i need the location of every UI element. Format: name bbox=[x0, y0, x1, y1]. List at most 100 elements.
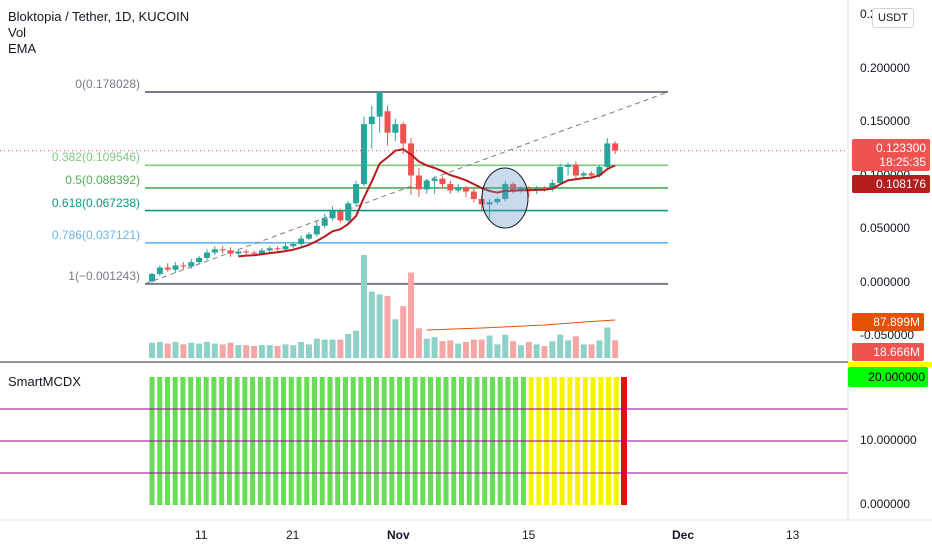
volume-bar bbox=[172, 341, 179, 358]
volume-bar bbox=[392, 319, 399, 358]
candle-body bbox=[243, 251, 250, 253]
volume-bar bbox=[329, 339, 336, 358]
fib-level-label: 0(0.178028) bbox=[75, 77, 140, 91]
fib-level-label: 0.5(0.088392) bbox=[65, 172, 140, 187]
candle-body bbox=[580, 173, 587, 176]
price-axis-tick: 0.000000 bbox=[860, 274, 911, 289]
volume-bar bbox=[431, 337, 438, 358]
candle-body bbox=[329, 210, 336, 219]
countdown-value: 18:25:35 bbox=[879, 155, 926, 169]
volume-bar bbox=[408, 272, 415, 358]
indicator-value-tag: 20.000000 bbox=[848, 367, 928, 387]
vol-value-tag: 18.666M bbox=[852, 343, 924, 361]
volume-bar bbox=[149, 342, 155, 358]
candle-body bbox=[180, 265, 187, 267]
candle-body bbox=[415, 175, 422, 190]
volume-bar bbox=[541, 345, 548, 358]
time-axis-tick: 13 bbox=[786, 528, 800, 542]
volume-bar bbox=[156, 341, 163, 358]
volume-bar bbox=[384, 295, 391, 358]
volume-bar bbox=[188, 342, 195, 358]
candle-body bbox=[211, 249, 218, 253]
volume-ema-line bbox=[426, 319, 616, 331]
volume-bar bbox=[227, 342, 234, 358]
volume-bar bbox=[604, 327, 611, 358]
volume-bar bbox=[298, 341, 305, 358]
volume-bar bbox=[321, 339, 328, 358]
price-axis-tick: 0.150000 bbox=[860, 114, 911, 128]
vol-ema-tag: 87.899M bbox=[852, 313, 924, 331]
volume-bar bbox=[415, 328, 422, 358]
candle-body bbox=[549, 182, 556, 190]
candle-body bbox=[156, 267, 163, 274]
candle-body bbox=[392, 124, 399, 133]
time-axis-tick: 21 bbox=[286, 528, 300, 542]
candle-body bbox=[360, 124, 367, 185]
volume-bar bbox=[376, 294, 383, 358]
volume-bar bbox=[580, 344, 587, 358]
volume-bar bbox=[290, 345, 297, 358]
volume-bar bbox=[502, 334, 509, 358]
currency-button[interactable]: USDT bbox=[872, 8, 914, 28]
candle-body bbox=[439, 178, 446, 185]
candle-body bbox=[463, 187, 469, 192]
volume-bar bbox=[533, 344, 540, 358]
volume-bar bbox=[196, 343, 203, 358]
candle-body bbox=[400, 124, 407, 144]
volume-bar bbox=[306, 344, 312, 358]
ema-line bbox=[238, 148, 616, 258]
candle-body bbox=[455, 187, 462, 191]
volume-bar bbox=[203, 341, 210, 358]
candle-body bbox=[510, 184, 517, 191]
candle-body bbox=[423, 180, 430, 190]
candle-body bbox=[431, 178, 438, 181]
candle-body bbox=[470, 191, 477, 200]
candle-body bbox=[251, 252, 258, 254]
candle-body bbox=[298, 238, 305, 244]
candle-body bbox=[172, 265, 179, 270]
volume-bar bbox=[423, 338, 430, 358]
indicator-label[interactable]: SmartMCDX bbox=[8, 374, 81, 389]
candle-body bbox=[266, 248, 273, 251]
volume-bar bbox=[494, 344, 501, 358]
volume-bar bbox=[517, 345, 524, 358]
candle-body bbox=[486, 202, 493, 205]
indicator-axis-tick: 10.000000 bbox=[860, 433, 917, 447]
volume-bar bbox=[510, 341, 517, 358]
vol-indicator-label[interactable]: Vol bbox=[8, 25, 27, 40]
time-axis-tick: Nov bbox=[387, 528, 410, 542]
candle-body bbox=[604, 143, 611, 167]
volume-bar bbox=[219, 344, 226, 358]
candle-body bbox=[258, 250, 265, 254]
candle-body bbox=[164, 267, 171, 270]
volume-bar bbox=[266, 345, 273, 358]
volume-bar bbox=[235, 345, 242, 358]
candle-body bbox=[282, 246, 289, 250]
volume-bar bbox=[274, 345, 281, 358]
volume-bar bbox=[596, 340, 603, 358]
volume-bar bbox=[313, 338, 320, 358]
candle-body bbox=[337, 210, 344, 221]
volume-bar bbox=[478, 339, 485, 358]
price-axis-tick: 0.050000 bbox=[860, 221, 911, 235]
volume-bar bbox=[251, 345, 258, 358]
volume-bar bbox=[400, 306, 407, 358]
ema-indicator-label[interactable]: EMA bbox=[8, 41, 37, 56]
candle-body bbox=[149, 273, 155, 282]
volume-bar bbox=[211, 343, 218, 358]
volume-bar bbox=[345, 333, 352, 358]
candle-body bbox=[494, 199, 501, 203]
candle-body bbox=[219, 249, 226, 251]
candle-body bbox=[290, 243, 297, 247]
indicator-yellow-marker bbox=[848, 362, 932, 367]
candle-body bbox=[235, 251, 242, 254]
volume-bar bbox=[588, 344, 595, 358]
time-axis-tick: 11 bbox=[195, 528, 208, 542]
candle-body bbox=[313, 225, 320, 235]
volume-bar bbox=[368, 291, 375, 358]
ema-value-tag: 0.108176 bbox=[852, 175, 930, 193]
volume-bar bbox=[243, 345, 250, 358]
candle-body bbox=[227, 250, 234, 254]
volume-bar bbox=[180, 344, 187, 358]
